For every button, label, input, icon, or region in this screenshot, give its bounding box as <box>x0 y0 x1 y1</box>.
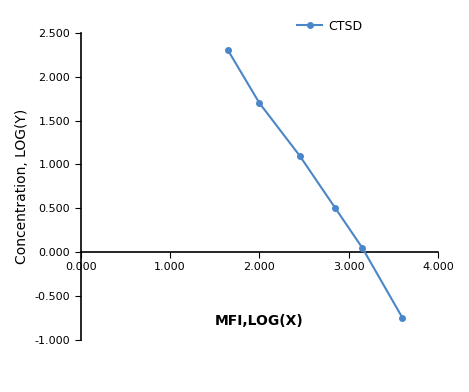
Y-axis label: Concentration, LOG(Y): Concentration, LOG(Y) <box>15 109 29 264</box>
Line: CTSD: CTSD <box>225 48 405 321</box>
X-axis label: MFI,LOG(X): MFI,LOG(X) <box>215 314 304 328</box>
CTSD <box>297 153 303 158</box>
CTSD <box>359 245 365 250</box>
CTSD <box>400 316 405 320</box>
CTSD <box>257 101 262 105</box>
CTSD <box>333 206 338 211</box>
Legend: CTSD: CTSD <box>292 15 368 38</box>
CTSD <box>225 48 231 53</box>
